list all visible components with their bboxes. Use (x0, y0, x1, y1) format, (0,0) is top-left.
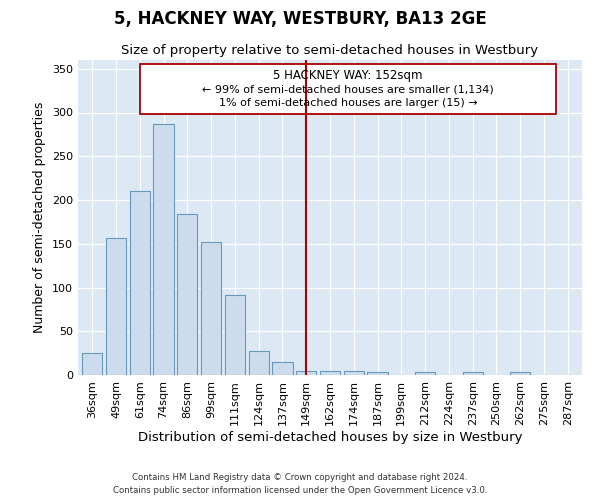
Bar (463, 372, 483, 375)
Bar (154, 124, 173, 375)
Bar (367, 372, 388, 375)
Bar (140, 64, 556, 114)
Bar (510, 372, 530, 375)
Bar (177, 214, 197, 375)
Title: Size of property relative to semi-detached houses in Westbury: Size of property relative to semi-detach… (121, 44, 539, 58)
X-axis label: Distribution of semi-detached houses by size in Westbury: Distribution of semi-detached houses by … (138, 430, 522, 444)
Bar (130, 191, 150, 375)
Bar (201, 242, 221, 375)
Bar (320, 370, 340, 375)
Bar (344, 370, 364, 375)
Text: Contains HM Land Registry data © Crown copyright and database right 2024.
Contai: Contains HM Land Registry data © Crown c… (113, 474, 487, 495)
Bar (248, 352, 269, 375)
Bar (82, 353, 103, 375)
Bar (106, 238, 126, 375)
Text: ← 99% of semi-detached houses are smaller (1,134): ← 99% of semi-detached houses are smalle… (202, 84, 494, 95)
Text: 5, HACKNEY WAY, WESTBURY, BA13 2GE: 5, HACKNEY WAY, WESTBURY, BA13 2GE (113, 10, 487, 28)
Text: 5 HACKNEY WAY: 152sqm: 5 HACKNEY WAY: 152sqm (273, 69, 422, 82)
Bar (296, 370, 316, 375)
Bar (272, 362, 293, 375)
Y-axis label: Number of semi-detached properties: Number of semi-detached properties (34, 102, 46, 333)
Bar (225, 294, 245, 375)
Text: 1% of semi-detached houses are larger (15) →: 1% of semi-detached houses are larger (1… (218, 98, 477, 108)
Bar (415, 372, 435, 375)
